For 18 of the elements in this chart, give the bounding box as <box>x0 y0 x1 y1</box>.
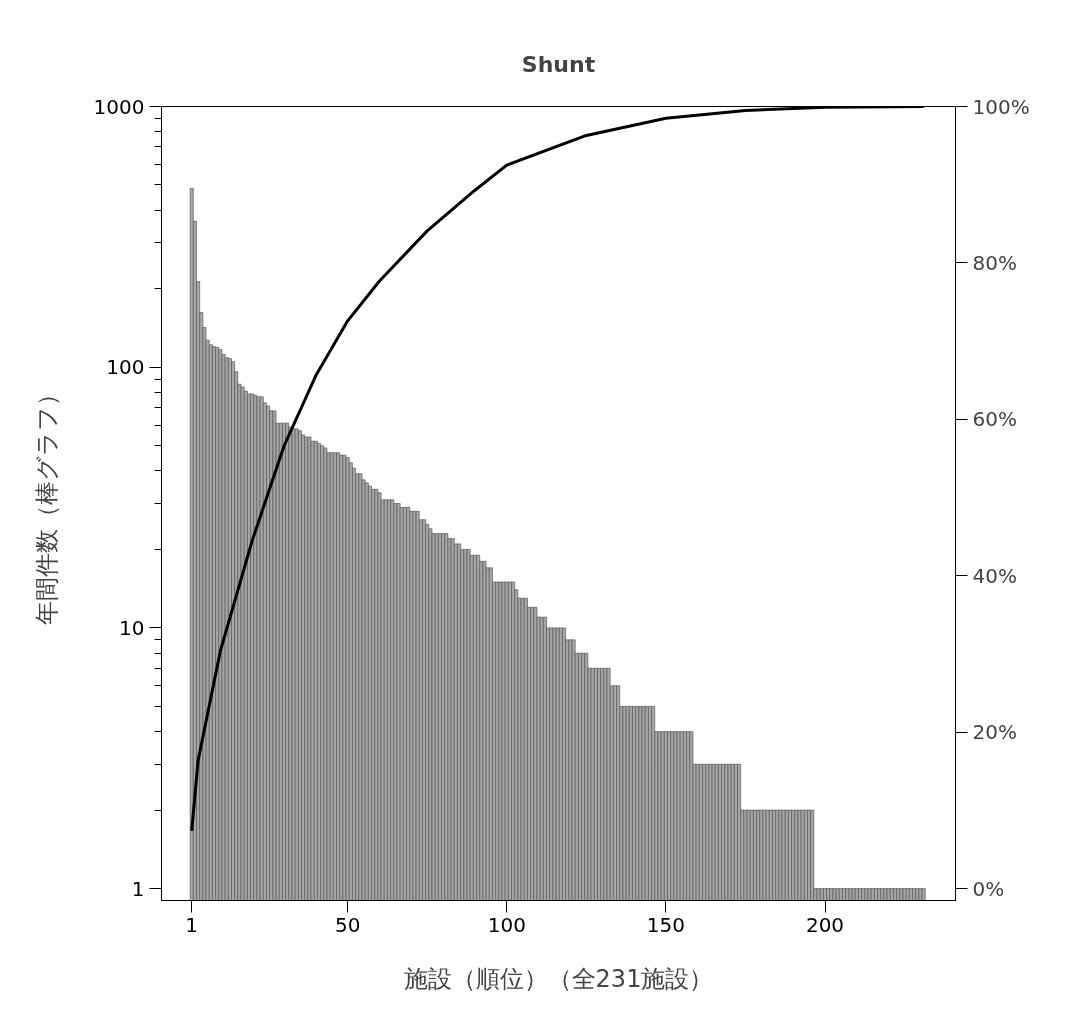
y2-tick-label: 40% <box>972 563 1017 588</box>
x-tick-label: 1 <box>185 912 199 937</box>
y-axis-title: 年間件数（棒グラフ） <box>32 382 61 625</box>
x-tick-label: 50 <box>334 912 361 937</box>
y-tick-label: 100 <box>106 355 145 380</box>
x-axis-title: 施設（順位）（全231施設） <box>403 964 714 993</box>
y2-tick-label: 60% <box>972 407 1017 432</box>
x-tick-label: 200 <box>805 912 845 937</box>
chart-title: Shunt <box>521 51 596 77</box>
y2-tick-label: 0% <box>972 876 1005 901</box>
y2-tick-label: 80% <box>972 250 1017 275</box>
y2-tick-label: 20% <box>972 720 1017 745</box>
y-tick-label: 1000 <box>93 94 145 119</box>
x-tick-label: 150 <box>646 912 686 937</box>
y2-tick-label: 100% <box>972 94 1030 119</box>
y-tick-label: 1 <box>131 876 145 901</box>
y-tick-label: 10 <box>119 615 145 640</box>
x-tick-label: 100 <box>487 912 526 937</box>
